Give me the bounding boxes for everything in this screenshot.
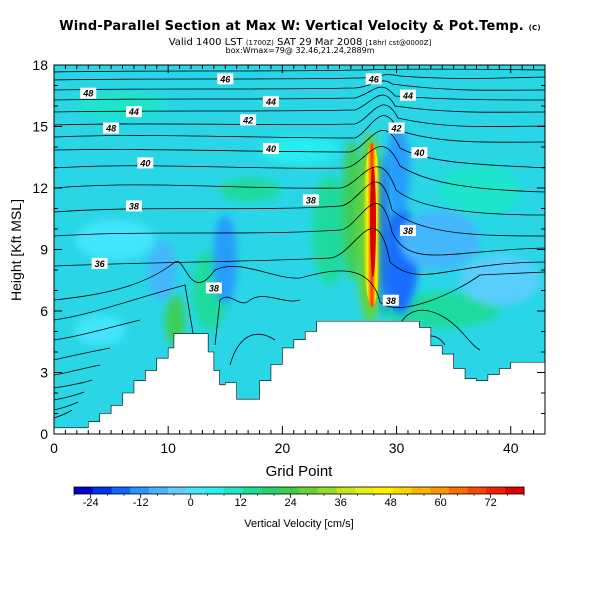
contour-label: 38 [125,200,142,212]
colorbar-tick-label: 60 [435,497,447,509]
contour-label: 36 [91,257,108,269]
colorbar-segment [92,487,112,494]
y-tick-label: 3 [40,365,48,381]
colorbar-segment [336,487,356,494]
x-tick-label: 20 [275,440,291,456]
theta-contour-lines [54,68,545,419]
svg-text:42: 42 [391,124,402,134]
colorbar-segment [130,487,150,494]
contour-label: 46 [365,73,382,85]
contour-label: 48 [103,122,120,134]
svg-text:40: 40 [265,144,276,154]
svg-text:40: 40 [139,158,150,168]
colorbar-segment [355,487,375,494]
svg-text:42: 42 [242,115,253,125]
svg-text:44: 44 [402,91,413,101]
colorbar-label: Vertical Velocity [cm/s] [244,518,353,530]
contour-label: 40 [137,157,154,169]
colorbar-segment [374,487,394,494]
x-axis-label: Grid Point [266,463,334,480]
contour-label: 46 [217,73,234,85]
colorbar-segment [242,487,262,494]
velocity-field [54,65,545,434]
contour-label: 42 [388,122,405,134]
svg-text:46: 46 [368,74,380,84]
svg-text:40: 40 [413,148,424,158]
svg-text:36: 36 [95,259,106,269]
colorbar-segment [467,487,487,494]
svg-text:38: 38 [306,195,316,205]
contour-label: 44 [399,89,416,101]
y-axis-label: Height [Kft MSL] [8,199,24,301]
colorbar-segment [280,487,300,494]
svg-text:48: 48 [105,124,116,134]
svg-text:48: 48 [82,89,93,99]
theta-contour-labels: 46 46 48 44 44 44 42 48 42 40 40 40 38 38 38 36 38 38 [80,73,428,306]
colorbar-tick-label: 12 [235,497,247,509]
colorbar-segment [205,487,225,494]
svg-text:38: 38 [403,226,413,236]
y-tick-label: 9 [40,242,48,258]
y-tick-label: 18 [32,57,48,73]
colorbar-segment [392,487,412,494]
colorbar-tick-label: 48 [385,497,397,509]
contour-label: 38 [399,225,416,237]
colorbar-segment [261,487,281,494]
svg-text:38: 38 [209,283,219,293]
contour-label: 44 [262,95,279,107]
colorbar-segment [149,487,169,494]
svg-text:38: 38 [386,296,396,306]
chart-valid-time: Valid 1400 LST (1700Z) SAT 29 Mar 2008 [… [168,37,432,48]
colorbar-tick-label: 0 [188,497,194,509]
colorbar-tick-label: -24 [83,497,99,509]
colorbar-segment [317,487,337,494]
colorbar-segment [505,487,525,494]
x-axis: 0 10 20 30 40 [50,65,546,456]
colorbar-segment [299,487,319,494]
contour-label: 38 [382,294,399,306]
colorbar-tick-label: 36 [335,497,347,509]
contour-label: 44 [125,106,142,118]
chart-title: Wind-Parallel Section at Max W: Vertical… [59,19,541,34]
svg-text:44: 44 [265,97,276,107]
x-tick-label: 40 [503,440,519,456]
y-tick-label: 12 [32,180,48,196]
updraft-core [356,133,388,323]
colorbar-segment [430,487,450,494]
contour-label: 38 [302,194,319,206]
colorbar-segment [186,487,206,494]
x-tick-label: 0 [50,440,58,456]
contour-label: 40 [411,147,428,159]
contour-label: 48 [80,87,97,99]
svg-text:38: 38 [129,201,139,211]
colorbar-segment [167,487,187,494]
colorbar-segment [111,487,131,494]
contour-label: 40 [262,143,279,155]
colorbar-tick-label: 72 [485,497,497,509]
y-tick-label: 15 [32,119,48,135]
y-tick-label: 0 [40,426,48,442]
contour-label: 38 [205,282,222,294]
colorbar-segment [74,487,94,494]
y-tick-label: 6 [40,303,48,319]
x-tick-label: 30 [389,440,405,456]
contour-label: 42 [240,114,257,126]
colorbar-segment [411,487,431,494]
colorbar-tick-label: -12 [133,497,149,509]
colorbar-segment [486,487,506,494]
colorbar-segment [449,487,469,494]
colorbar-segment [224,487,244,494]
svg-text:44: 44 [128,107,139,117]
colorbar-tick-label: 24 [285,497,297,509]
x-tick-label: 10 [160,440,176,456]
colorbar: -24 -12 0 12 24 36 48 60 72 [73,486,525,509]
terrain-mask [54,320,545,434]
svg-text:46: 46 [219,74,231,84]
chart-box-info: box:Wmax=79@ 32.46,21.24,2889m [225,46,375,55]
